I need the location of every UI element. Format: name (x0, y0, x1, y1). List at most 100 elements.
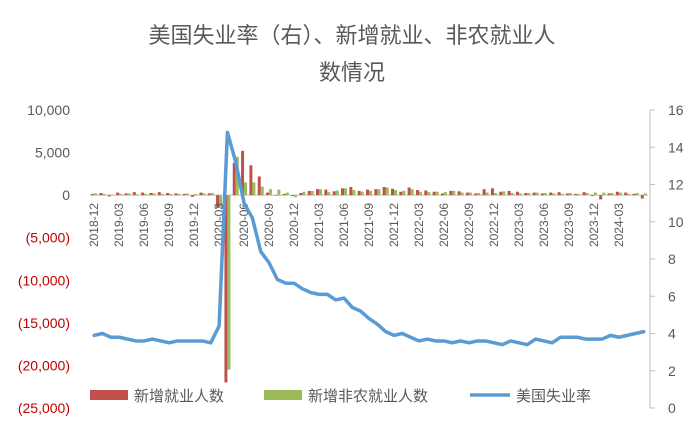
x-tick-label: 2023-12 (587, 203, 601, 247)
bar-new-jobs (107, 195, 111, 197)
x-tick-label: 2024-03 (612, 203, 626, 247)
x-tick-label: 2022-03 (412, 203, 426, 247)
bar-new-jobs (590, 195, 594, 196)
bar-nonfarm-jobs (285, 192, 289, 196)
bar-nonfarm-jobs (602, 192, 606, 196)
bar-nonfarm-jobs (244, 182, 248, 196)
bar-new-jobs (357, 190, 361, 196)
bar-nonfarm-jobs (518, 193, 522, 196)
bar-new-jobs (615, 191, 619, 196)
bar-nonfarm-jobs (144, 193, 148, 196)
bar-new-jobs (524, 193, 528, 196)
bar-nonfarm-jobs (535, 192, 539, 196)
bar-new-jobs (374, 189, 378, 196)
bar-new-jobs (216, 195, 220, 208)
bar-new-jobs (457, 191, 461, 196)
bar-nonfarm-jobs (335, 190, 339, 196)
bar-nonfarm-jobs (227, 195, 231, 370)
x-tick-label: 2018-12 (87, 203, 101, 247)
bar-nonfarm-jobs (418, 191, 422, 196)
bar-new-jobs (624, 192, 628, 196)
bar-new-jobs (157, 192, 161, 196)
bar-nonfarm-jobs (577, 193, 581, 196)
bar-nonfarm-jobs (468, 192, 472, 196)
bar-nonfarm-jobs (618, 192, 622, 196)
bar-nonfarm-jobs (477, 193, 481, 196)
unemployment-rate-line (92, 130, 646, 347)
bar-new-jobs (432, 191, 436, 196)
bar-new-jobs (149, 193, 153, 196)
bar-nonfarm-jobs (493, 193, 497, 196)
bar-new-jobs (574, 193, 578, 196)
bar-new-jobs (507, 190, 511, 196)
bar-nonfarm-jobs (119, 193, 123, 196)
bar-new-jobs (307, 190, 311, 196)
bar-nonfarm-jobs (160, 193, 164, 196)
bar-new-jobs (540, 193, 544, 196)
bar-new-jobs (257, 176, 261, 196)
bar-nonfarm-jobs (277, 189, 281, 196)
bar-new-jobs (191, 195, 195, 197)
bar-nonfarm-jobs (260, 186, 264, 196)
bar-new-jobs (124, 193, 128, 196)
bar-new-jobs (282, 193, 286, 196)
bar-new-jobs (232, 162, 236, 196)
left-tick-label: (15,000) (18, 315, 70, 331)
right-tick-label: 10 (668, 214, 684, 230)
bar-new-jobs (515, 191, 519, 196)
chart-title-line-1: 美国失业率（右）、新增就业、非农就业人 (148, 24, 555, 49)
legend-swatch-nonfarm-jobs (264, 390, 302, 400)
bar-nonfarm-jobs (568, 193, 572, 196)
left-tick-label: (5,000) (26, 230, 70, 246)
bar-nonfarm-jobs (102, 193, 106, 196)
bar-new-jobs (407, 187, 411, 196)
bar-nonfarm-jobs (252, 182, 256, 196)
legend-label-new-jobs: 新增就业人数 (134, 387, 224, 405)
x-tick-label: 2023-06 (537, 203, 551, 247)
bar-new-jobs (449, 190, 453, 196)
bar-new-jobs (249, 165, 253, 196)
x-tick-label: 2021-03 (312, 203, 326, 247)
bar-nonfarm-jobs (377, 189, 381, 196)
bar-new-jobs (174, 193, 178, 196)
bar-new-jobs (557, 192, 561, 196)
x-tick-label: 2019-09 (162, 203, 176, 247)
bar-nonfarm-jobs (352, 190, 356, 196)
bar-new-jobs (565, 193, 569, 196)
bar-new-jobs (266, 192, 270, 196)
bar-nonfarm-jobs (369, 190, 372, 196)
bar-new-jobs (640, 195, 644, 199)
bar-nonfarm-jobs (177, 193, 181, 196)
chart-title: 美国失业率（右）、新增就业、非农就业人 数情况 (148, 24, 555, 86)
bar-nonfarm-jobs (385, 187, 389, 196)
left-tick-label: 5,000 (35, 145, 70, 161)
legend-label-unemployment-rate: 美国失业率 (516, 387, 591, 405)
bar-new-jobs (424, 190, 428, 196)
bar-new-jobs (474, 193, 478, 196)
right-axis: 0 2 4 6 8 10 12 14 16 (649, 102, 684, 416)
right-tick-label: 14 (668, 139, 684, 155)
x-axis: 2018-12 2019-03 2019-06 2019-09 2019-12 2020-… (87, 203, 626, 247)
bar-new-jobs (390, 188, 394, 196)
left-tick-label: 0 (62, 187, 70, 203)
bar-nonfarm-jobs (94, 193, 98, 196)
bar-new-jobs (490, 188, 494, 196)
bar-nonfarm-jobs (302, 191, 306, 196)
bar-new-jobs (116, 192, 120, 196)
bar-nonfarm-jobs (610, 193, 614, 196)
bar-nonfarm-jobs (427, 192, 431, 196)
legend-label-nonfarm-jobs: 新增非农就业人数 (308, 387, 428, 405)
bar-nonfarm-jobs (310, 190, 314, 196)
bar-nonfarm-jobs (344, 188, 348, 196)
bar-nonfarm-jobs (402, 190, 406, 196)
x-tick-label: 2021-09 (362, 203, 376, 247)
left-tick-label: (20,000) (18, 357, 70, 373)
bar-new-jobs (132, 192, 136, 196)
bar-nonfarm-jobs (410, 189, 414, 196)
bar-nonfarm-jobs (485, 192, 489, 196)
bar-new-jobs (482, 189, 486, 196)
bar-nonfarm-jobs (152, 193, 156, 196)
bar-new-jobs (141, 192, 145, 196)
bar-new-jobs (91, 193, 95, 196)
